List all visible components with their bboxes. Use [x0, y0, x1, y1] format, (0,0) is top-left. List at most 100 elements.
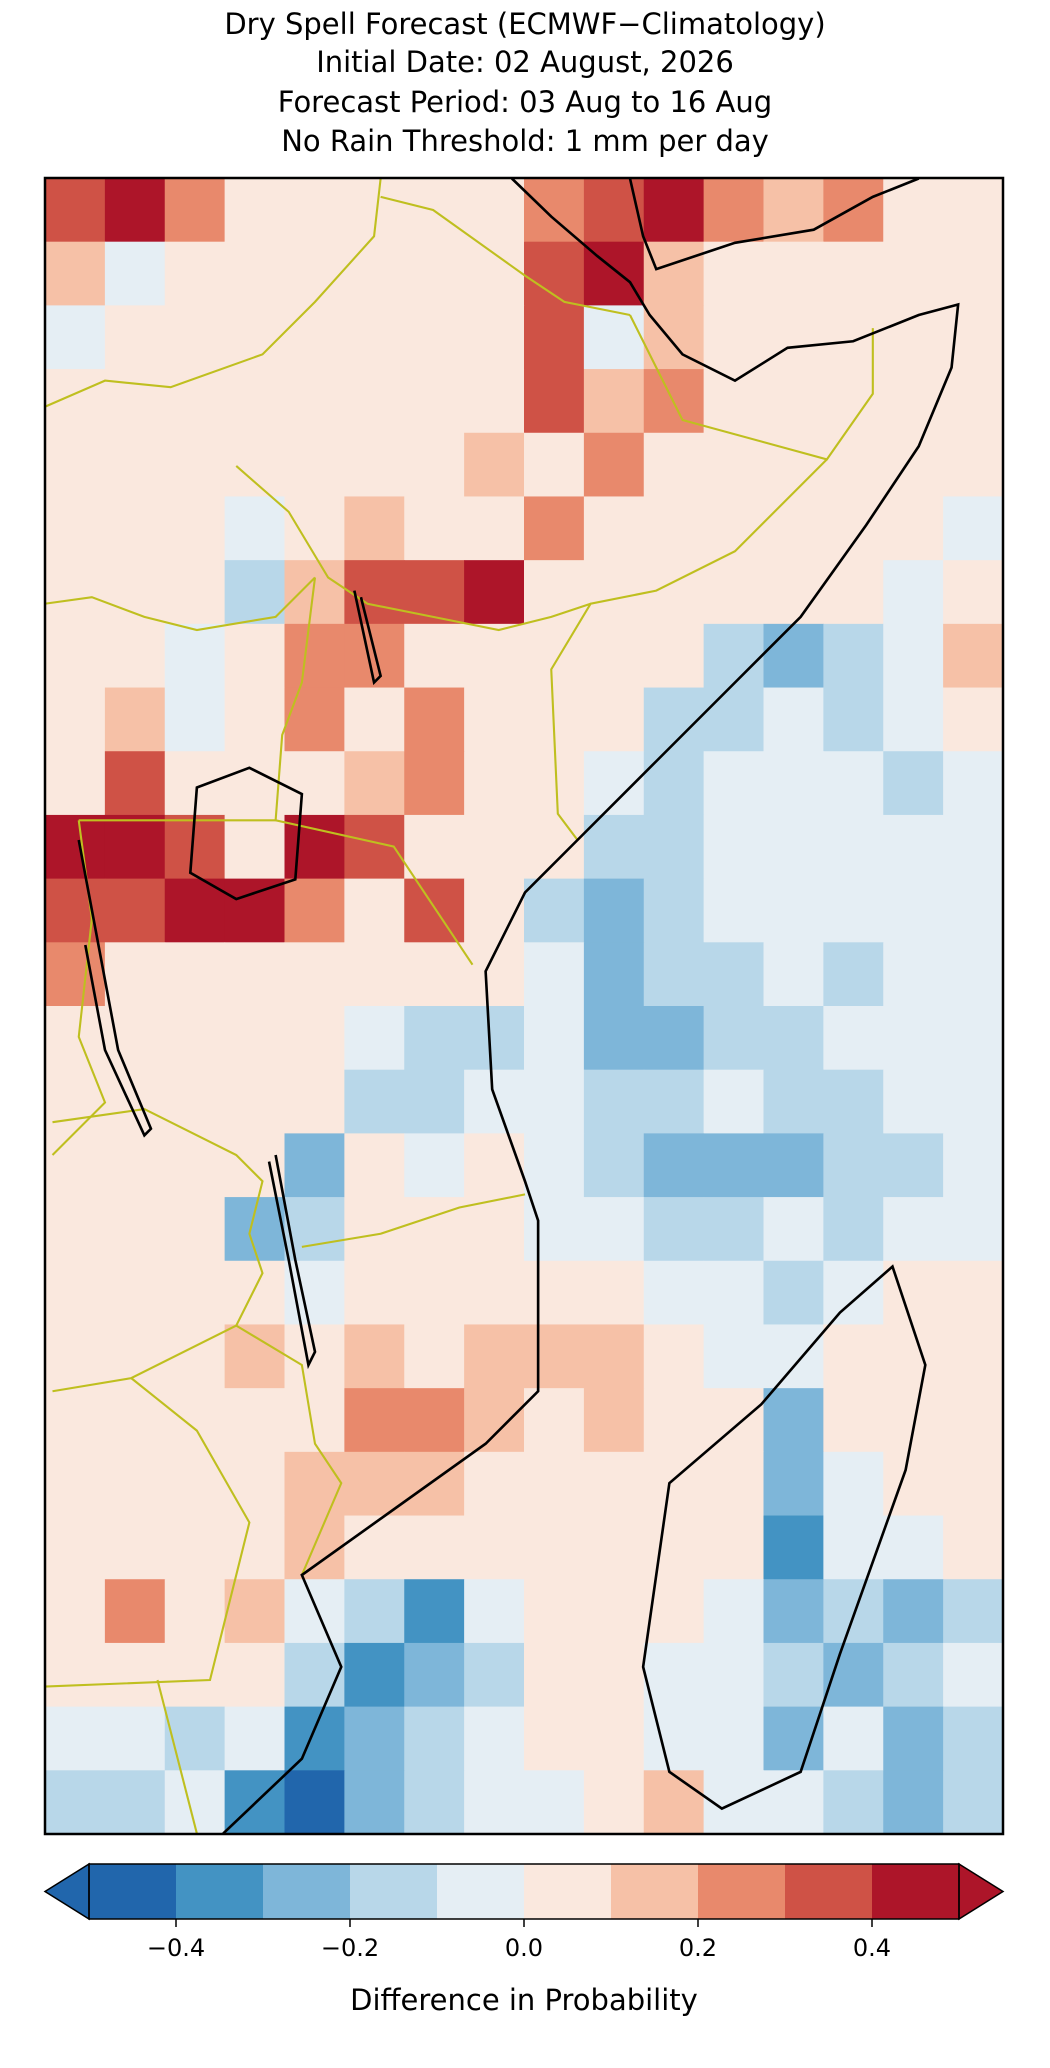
grid-cell	[404, 1451, 465, 1517]
grid-cell	[45, 1515, 106, 1580]
grid-cell	[943, 1451, 1004, 1517]
grid-cell	[524, 878, 585, 943]
grid-cell	[883, 1069, 944, 1134]
grid-cell	[943, 687, 1004, 752]
grid-cells	[45, 178, 1004, 1835]
grid-cell	[763, 878, 824, 943]
grid-cell	[164, 1197, 226, 1262]
grid-cell	[703, 241, 764, 306]
grid-cell	[284, 1451, 345, 1517]
grid-cell	[583, 623, 645, 689]
grid-cell	[224, 1388, 285, 1453]
grid-cell	[224, 1642, 285, 1708]
grid-cell	[104, 241, 166, 306]
grid-cell	[883, 751, 944, 816]
grid-cell	[763, 814, 824, 880]
grid-cell	[344, 1133, 405, 1198]
grid-cell	[284, 687, 345, 752]
grid-cell	[583, 1642, 645, 1708]
grid-cell	[224, 1706, 285, 1771]
grid-cell	[883, 560, 944, 625]
grid-cell	[104, 1642, 166, 1708]
grid-cell	[763, 178, 824, 243]
grid-cell	[583, 369, 645, 434]
colorbar-bin	[785, 1864, 873, 1919]
grid-cell	[344, 369, 405, 434]
grid-cell	[404, 751, 465, 816]
grid-cell	[104, 1451, 166, 1517]
grid-cell	[284, 369, 345, 434]
grid-cell	[284, 1260, 345, 1325]
colorbar-bin	[698, 1864, 786, 1919]
grid-cell	[45, 241, 106, 306]
grid-cell	[104, 1515, 166, 1580]
colorbar-tick-label: −0.2	[321, 1934, 379, 1962]
grid-cell	[943, 560, 1004, 625]
grid-cell	[703, 942, 764, 1007]
grid-cell	[763, 241, 824, 306]
grid-cell	[45, 1260, 106, 1325]
grid-cell	[524, 1133, 585, 1198]
grid-cell	[464, 687, 525, 752]
grid-cell	[464, 1069, 525, 1134]
grid-cell	[763, 1642, 824, 1708]
grid-cell	[943, 432, 1004, 497]
colorbar-bin	[350, 1864, 438, 1919]
grid-cell	[464, 814, 525, 880]
grid-cell	[763, 432, 824, 497]
grid-cell	[583, 1451, 645, 1517]
colorbar-tick-label: 0.4	[853, 1934, 891, 1962]
colorbar-tick-label: 0.0	[505, 1934, 543, 1962]
grid-cell	[583, 1069, 645, 1134]
grid-cell	[823, 305, 884, 370]
grid-cell	[883, 1642, 944, 1708]
grid-cell	[164, 1642, 226, 1708]
grid-cell	[703, 814, 764, 880]
grid-cell	[464, 1388, 525, 1453]
subtitle: Forecast Period: 03 Aug to 16 Aug	[278, 85, 772, 119]
grid-cell	[583, 1515, 645, 1580]
borders	[44, 178, 874, 1834]
grid-cell	[883, 623, 944, 689]
grid-cell	[703, 1006, 764, 1071]
grid-cell	[643, 878, 705, 943]
grid-cell	[404, 623, 465, 689]
grid-cell	[45, 1451, 106, 1517]
grid-cell	[45, 432, 106, 497]
grid-cell	[524, 1006, 585, 1071]
grid-cell	[104, 1706, 166, 1771]
grid-cell	[224, 942, 285, 1007]
grid-cell	[224, 496, 285, 561]
grid-cell	[703, 560, 764, 625]
grid-cell	[284, 178, 345, 243]
grid-cell	[823, 1324, 884, 1389]
grid-cell	[703, 1515, 764, 1580]
grid-cell	[464, 1451, 525, 1517]
grid-cell	[883, 1515, 944, 1580]
grid-cell	[45, 496, 106, 561]
grid-cell	[344, 1770, 405, 1835]
grid-cell	[164, 1451, 226, 1517]
grid-cell	[703, 1706, 764, 1771]
grid-cell	[45, 305, 106, 370]
grid-cell	[224, 751, 285, 816]
colorbar: −0.4 −0.2 0.0 0.2 0.4	[43, 1862, 1005, 1962]
grid-cell	[344, 1642, 405, 1708]
grid-cell	[464, 1197, 525, 1262]
grid-cell	[344, 432, 405, 497]
grid-cell	[224, 1069, 285, 1134]
grid-cell	[823, 1706, 884, 1771]
grid-cell	[943, 1133, 1004, 1198]
grid-cell	[464, 241, 525, 306]
grid-cell	[583, 1197, 645, 1262]
grid-cell	[524, 432, 585, 497]
grid-cell	[45, 1133, 106, 1198]
grid-cell	[823, 241, 884, 306]
grid-cell	[464, 751, 525, 816]
grid-cell	[104, 878, 166, 943]
grid-cell	[284, 751, 345, 816]
grid-cell	[45, 1642, 106, 1708]
grid-cell	[823, 1388, 884, 1453]
grid-cell	[464, 1706, 525, 1771]
grid-cell	[404, 369, 465, 434]
